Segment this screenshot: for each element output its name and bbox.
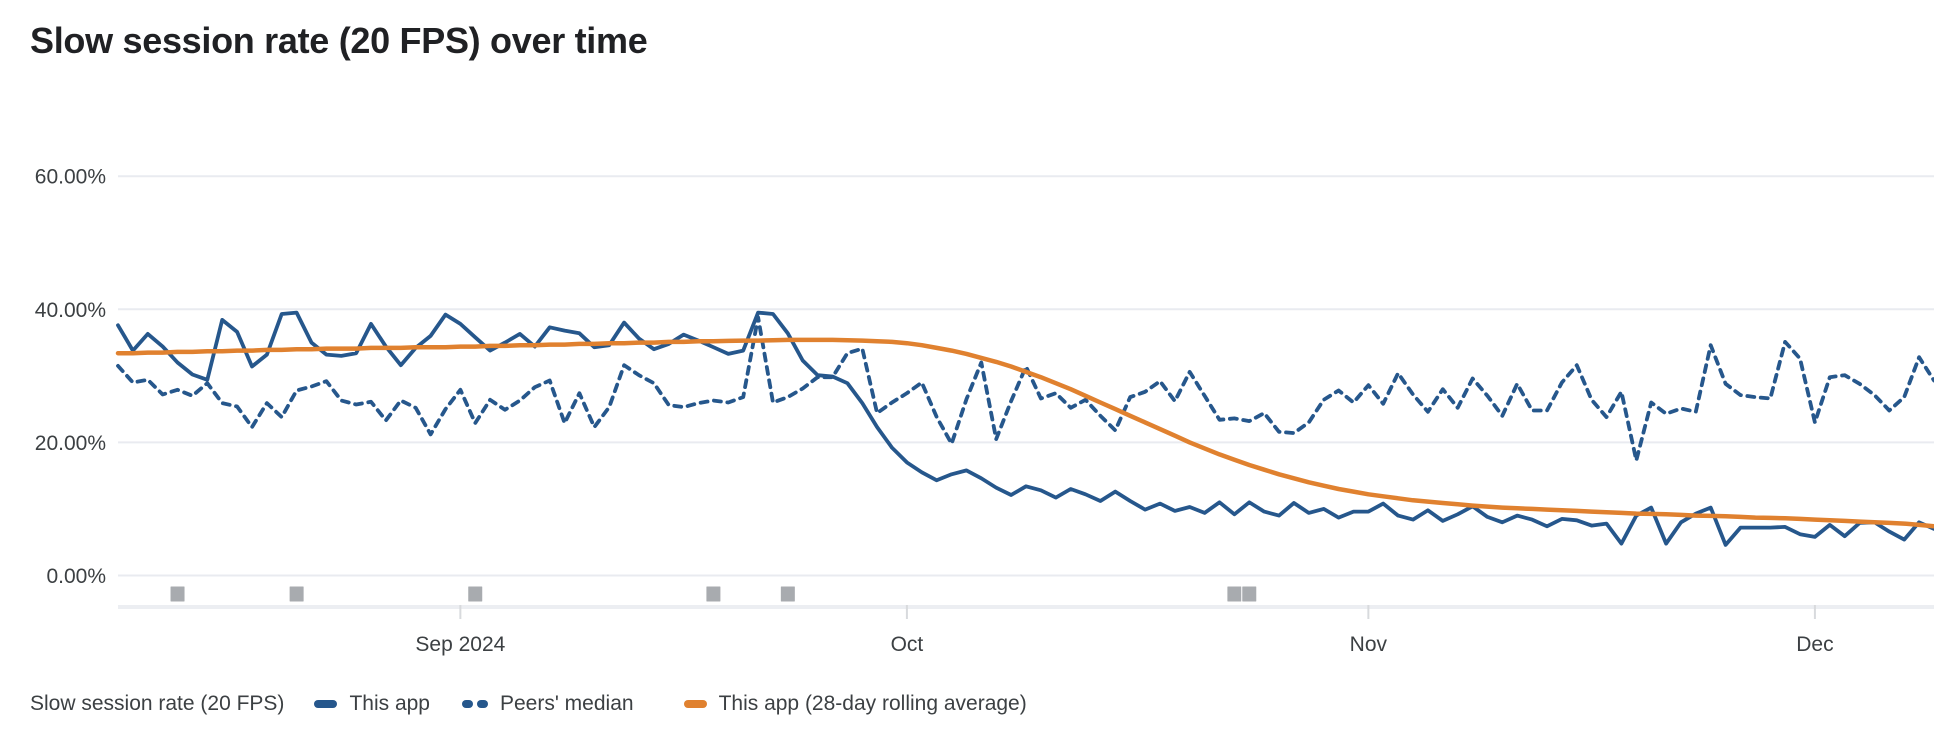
page-title: Slow session rate (20 FPS) over time (30, 20, 648, 61)
rolling-average-line-swatch-icon (683, 700, 707, 708)
y-axis-label: 0.00% (46, 565, 106, 588)
legend-item-peers-median[interactable]: Peers' median (461, 692, 634, 716)
release-marker[interactable] (705, 585, 722, 603)
x-axis-label: Oct (891, 633, 924, 656)
y-axis-label: 20.00% (35, 432, 106, 455)
this-app-line-swatch-icon (314, 700, 338, 708)
release-marker[interactable] (288, 585, 305, 603)
release-marker[interactable] (169, 585, 186, 603)
legend-metric-label: Slow session rate (20 FPS) (30, 692, 285, 715)
release-marker[interactable] (467, 585, 484, 603)
series-line-this-app[interactable] (116, 310, 1934, 547)
legend-item-rolling-average[interactable]: This app (28-day rolling average) (683, 692, 1027, 716)
release-marker[interactable] (779, 585, 796, 603)
x-axis-label: Sep 2024 (415, 633, 505, 656)
x-axis-label: Dec (1796, 633, 1833, 656)
x-axis-line (118, 605, 1934, 609)
release-marker[interactable] (1241, 585, 1258, 603)
y-axis-label: 40.00% (35, 299, 106, 322)
legend-item-this-app[interactable]: This app (314, 692, 430, 716)
x-axis-label: Nov (1350, 633, 1388, 656)
legend-item-label: This app (28-day rolling average) (718, 692, 1027, 715)
legend-item-label: Peers' median (499, 692, 634, 715)
legend-item-label: This app (349, 692, 430, 715)
series-line-peers-median[interactable] (116, 315, 1934, 463)
peers-median-dashed-swatch-icon (461, 700, 488, 708)
chart-legend: Slow session rate (20 FPS) This app Peer… (30, 689, 1059, 719)
release-marker[interactable] (1226, 585, 1243, 603)
y-axis-label: 60.00% (35, 166, 106, 189)
series-line-rolling-average[interactable] (115, 337, 1934, 529)
